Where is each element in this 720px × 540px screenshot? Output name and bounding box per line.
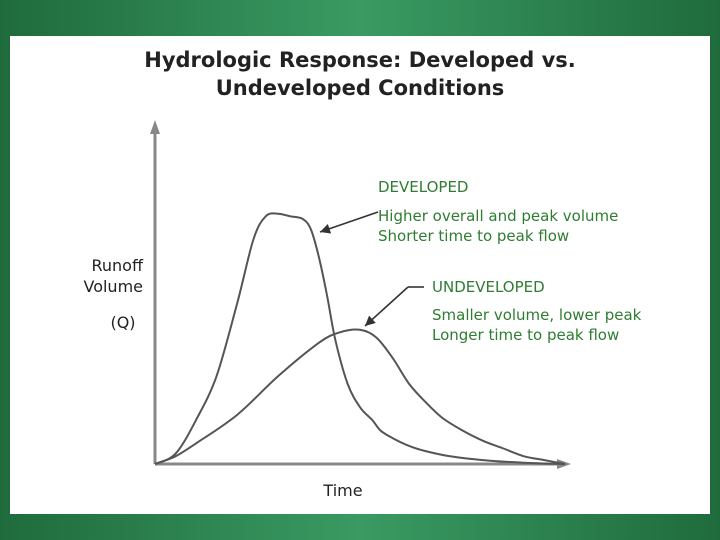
annotation-arrows [319, 211, 424, 327]
chart-title-line-2: Undeveloped Conditions [215, 76, 505, 100]
chart-series [154, 212, 566, 465]
undeveloped-note-line-1: Smaller volume, lower peak [432, 306, 642, 324]
undeveloped-label: UNDEVELOPED [432, 278, 545, 296]
undeveloped-curve [154, 328, 566, 465]
y-axis-label-line-2: Volume [83, 277, 143, 296]
y-axis-label-line-3: (Q) [110, 313, 135, 332]
developed-label: DEVELOPED [378, 178, 468, 196]
developed-note-line-2: Shorter time to peak flow [378, 227, 569, 245]
developed-arrow-line [319, 211, 379, 233]
undeveloped-note-line-2: Longer time to peak flow [432, 326, 619, 344]
developed-arrow-head [320, 224, 332, 234]
slide-canvas: Hydrologic Response: Developed vs. Undev… [10, 36, 710, 514]
developed-note-line-1: Higher overall and peak volume [378, 207, 618, 225]
undeveloped-arrow-head [365, 315, 376, 326]
chart-title-line-1: Hydrologic Response: Developed vs. [144, 48, 576, 72]
developed-curve [154, 212, 566, 465]
y-axis-arrowhead [150, 120, 160, 134]
x-axis-label: Time [322, 481, 362, 500]
hydrograph-chart: Runoff Volume (Q) Time DEVELOPED Higher … [83, 120, 642, 500]
y-axis-label-line-1: Runoff [92, 256, 144, 275]
chart-title: Hydrologic Response: Developed vs. Undev… [10, 46, 710, 102]
